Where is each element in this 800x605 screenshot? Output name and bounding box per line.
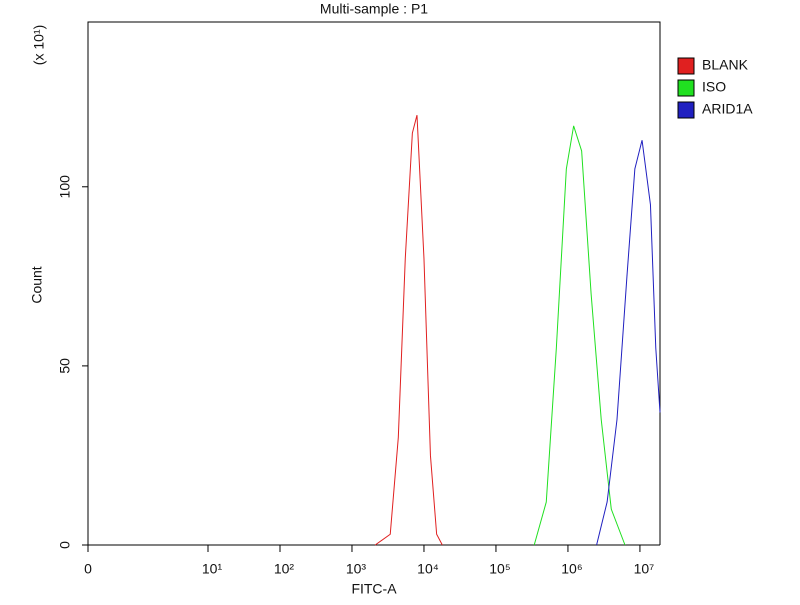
x-tick-label: 0 (84, 561, 92, 577)
y-multiplier: (x 10¹) (31, 25, 47, 65)
y-tick-label: 100 (57, 175, 73, 199)
legend-swatch (677, 79, 695, 97)
x-tick-label: 10² (274, 561, 295, 577)
x-axis-label: FITC-A (351, 581, 397, 597)
data-line (374, 115, 443, 546)
legend-label: BLANK (702, 57, 749, 73)
plot-frame (87, 21, 661, 545)
x-tick-label: 10⁵ (489, 561, 510, 577)
x-tick-label: 10⁶ (561, 561, 582, 577)
legend-swatch (677, 101, 695, 119)
y-tick-label: 0 (57, 541, 73, 549)
data-line (533, 125, 626, 546)
legend-label: ARID1A (702, 101, 753, 117)
x-tick-label: 10⁷ (634, 561, 655, 577)
x-tick-label: 10⁴ (417, 561, 439, 577)
chart-title: Multi-sample : P1 (320, 1, 428, 17)
y-tick-label: 50 (57, 358, 73, 374)
legend-label: ISO (702, 79, 726, 95)
x-tick-label: 10¹ (202, 561, 223, 577)
y-axis-label: Count (29, 266, 45, 303)
legend-swatch (677, 57, 695, 75)
x-tick-label: 10³ (346, 561, 367, 577)
data-line (596, 140, 661, 546)
